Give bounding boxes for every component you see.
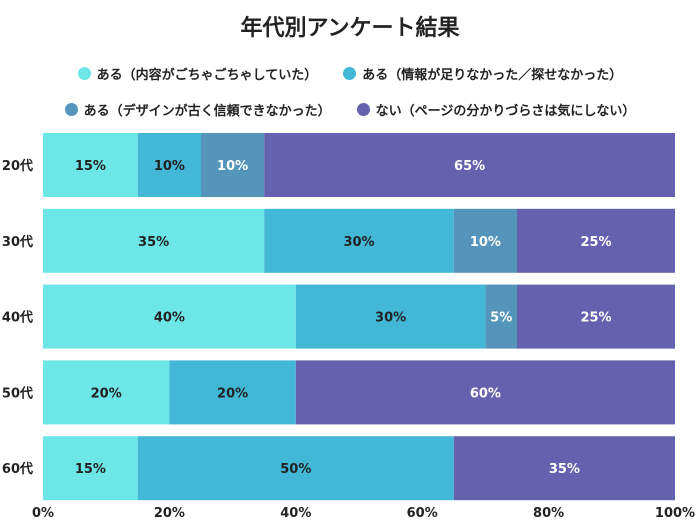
bar-segment [43,284,296,349]
bar-segment [517,208,675,273]
data-label: 10% [154,159,185,174]
data-label: 35% [138,235,169,250]
bar-segment [43,208,265,273]
data-label: 50% [280,462,311,477]
data-label: 20% [217,386,248,401]
data-label: 35% [549,462,580,477]
bar-segment [43,436,138,501]
legend-label: ある（情報が足りなかった／探せなかった） [362,68,623,83]
legend-swatch [356,103,370,116]
category-label: 50代 [2,385,33,401]
data-label: 25% [580,311,611,326]
bar-segment [517,284,675,349]
bar-segment [295,360,675,425]
x-tick-label: 40% [280,506,311,521]
legend-swatch [64,103,78,116]
x-tick-label: 60% [407,506,438,521]
bar-segment [453,208,517,273]
bar-segment [453,436,675,501]
data-label: 5% [490,311,512,326]
chart-title: 年代別アンケート結果 [240,16,460,41]
data-label: 60% [470,386,501,401]
x-tick-label: 80% [533,506,564,521]
legend-item: ある（内容がごちゃごちゃしていた） [77,64,318,83]
data-label: 40% [154,311,185,326]
data-label: 30% [343,235,374,250]
data-label: 15% [75,159,106,174]
data-label: 30% [375,311,406,326]
legend-label: ない（ページの分かりづらさは気にしない） [375,104,636,119]
legend-swatch [343,67,357,80]
data-label: 65% [454,159,485,174]
category-label: 30代 [2,234,33,250]
legend-row-1: ある（内容がごちゃごちゃしていた） ある（情報が足りなかった／探せなかった） [0,64,700,83]
category-label: 60代 [2,461,33,477]
bar-segment [264,133,675,197]
x-tick-label: 20% [154,506,185,521]
bar-segment [43,133,138,197]
legend-label: ある（内容がごちゃごちゃしていた） [96,68,318,83]
x-tick-label: 100% [655,506,695,521]
bar-segment [43,360,170,425]
bar-segment [137,133,201,197]
data-label: 10% [217,159,248,174]
legend-swatch [77,67,91,80]
legend-row-2: ある（デザインが古く信頼できなかった） ない（ページの分かりづらさは気にしない） [0,100,700,119]
legend-item: ある（デザインが古く信頼できなかった） [64,100,331,119]
bar-segment [264,208,454,273]
data-label: 10% [470,235,501,250]
x-tick-label: 0% [32,506,54,521]
category-label: 40代 [2,310,33,326]
bar-segment [295,284,486,349]
data-label: 15% [75,462,106,477]
bar-segment [137,436,454,501]
legend-item: ある（情報が足りなかった／探せなかった） [343,64,622,83]
data-label: 20% [91,386,122,401]
bar-segment [169,360,296,425]
bar-segment [201,133,265,197]
category-label: 20代 [2,158,33,174]
legend-item: ない（ページの分かりづらさは気にしない） [356,100,636,119]
data-label: 25% [580,235,611,250]
bar-segment [485,284,517,349]
legend-label: ある（デザインが古く信頼できなかった） [83,104,331,119]
